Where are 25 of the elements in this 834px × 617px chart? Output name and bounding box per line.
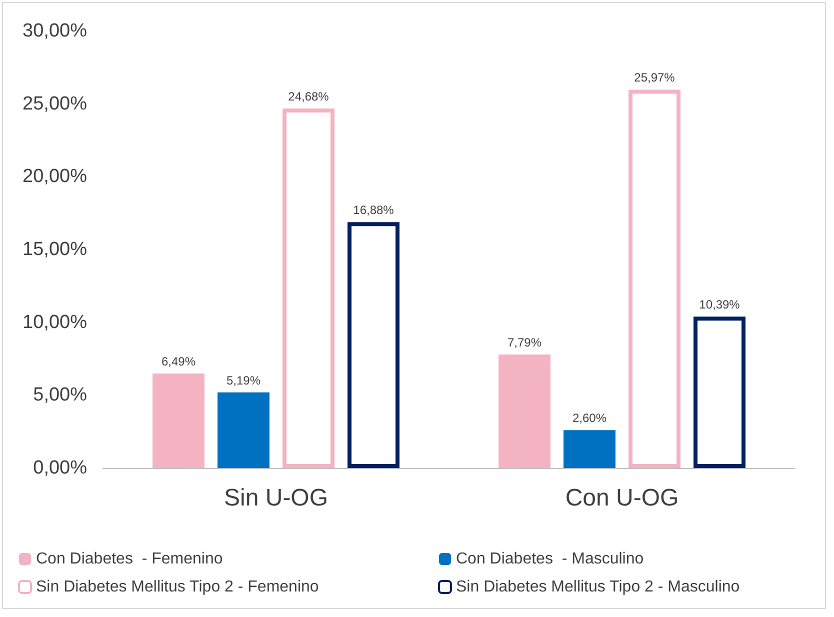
legend-label: Sin Diabetes Mellitus Tipo 2 - Femenino: [36, 578, 319, 596]
x-tick-label: Con U-OG: [565, 484, 679, 512]
data-label: 7,79%: [507, 336, 542, 350]
y-tick-label: 30,00%: [22, 20, 88, 42]
legend-label: Con Diabetes - Masculino: [456, 550, 644, 568]
data-label: 2,60%: [572, 411, 607, 426]
x-tick-label: Sin U-OG: [224, 484, 328, 512]
y-tick-label: 5,00%: [33, 384, 88, 406]
data-label: 6,49%: [161, 354, 196, 368]
legend-label: Con Diabetes - Femenino: [36, 550, 223, 568]
y-tick-label: 25,00%: [22, 93, 88, 114]
data-label: 24,68%: [288, 89, 330, 104]
data-label: 25,97%: [634, 70, 676, 85]
legend-label: Sin Diabetes Mellitus Tipo 2 - Masculino: [456, 578, 740, 596]
y-tick-label: 0,00%: [33, 458, 88, 478]
bar: [498, 354, 550, 468]
data-label: 10,39%: [699, 298, 740, 312]
data-label: 16,88%: [353, 203, 394, 218]
bar: [152, 373, 204, 468]
data-label: 5,19%: [226, 373, 261, 388]
y-tick-label: 20,00%: [22, 166, 88, 188]
y-tick-label: 15,00%: [22, 239, 88, 260]
bar: [564, 430, 616, 468]
y-tick-label: 10,00%: [22, 312, 88, 333]
bar: [218, 392, 270, 468]
